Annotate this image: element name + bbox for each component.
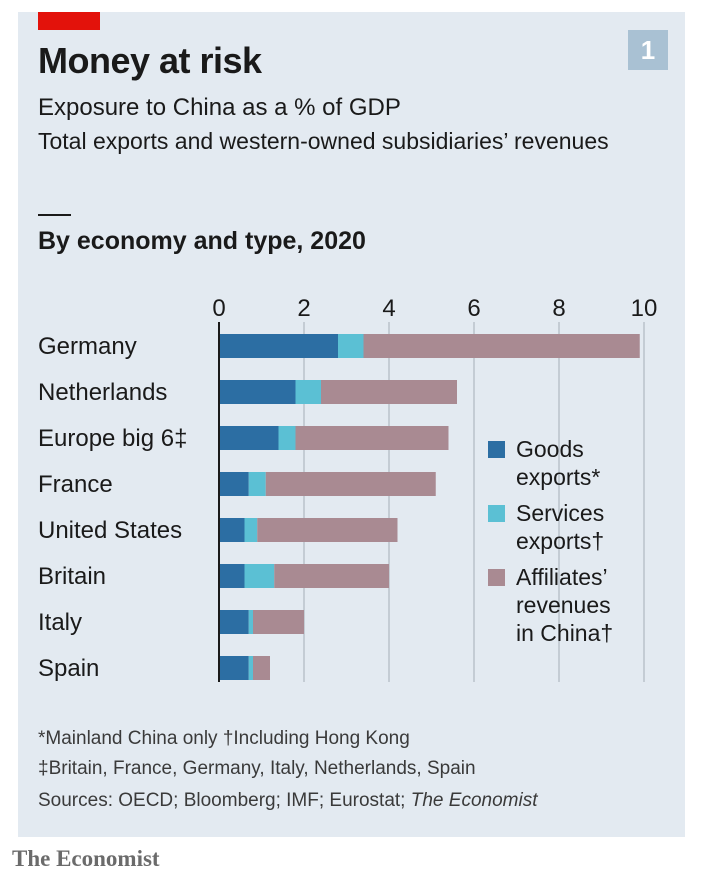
bar-segment: [248, 472, 266, 496]
category-label: Europe big 6‡: [38, 425, 187, 452]
bar-segment: [244, 564, 275, 588]
footnote-1: *Mainland China only †Including Hong Kon…: [38, 728, 410, 749]
bar-segment: [253, 656, 270, 680]
chart-number-badge: 1: [628, 30, 668, 70]
bar-segment: [295, 426, 449, 450]
chart-subtitle-2: Total exports and western-owned subsidia…: [38, 128, 609, 154]
legend-label-affiliates: Affiliates’ revenues in China†: [516, 564, 614, 646]
category-label: Italy: [38, 609, 82, 636]
category-label: Britain: [38, 563, 106, 590]
chart-legend: Goods exports* Services exports† Affilia…: [488, 435, 613, 655]
bar-segment: [274, 564, 389, 588]
economist-wordmark: The Economist: [12, 846, 160, 871]
bar-segment: [244, 518, 258, 542]
x-tick-label-6: 6: [467, 295, 480, 322]
bar-segment: [278, 426, 296, 450]
section-rule: [38, 214, 71, 216]
chart-title: Money at risk: [38, 40, 262, 81]
legend-swatch-goods: [488, 441, 505, 458]
bar-segment: [248, 610, 253, 634]
bar-chart: 0 2 4 6 8 10 Germany Netherlands Europe big 6‡ Fr…: [38, 295, 658, 682]
bar-segment: [219, 656, 249, 680]
x-tick-label-10: 10: [631, 295, 658, 322]
chart-panel: 1 Money at risk Exposure to China as a %…: [18, 12, 685, 837]
legend-label-services: Services exports†: [516, 500, 605, 554]
x-tick-label-0: 0: [212, 295, 225, 322]
sources-text: Sources: OECD; Bloomberg; IMF; Eurostat;: [38, 790, 411, 811]
sources-note: Sources: OECD; Bloomberg; IMF; Eurostat;…: [38, 790, 537, 812]
category-label: United States: [38, 517, 182, 544]
x-tick-label-4: 4: [382, 295, 395, 322]
bar-segment: [219, 380, 296, 404]
bar-segment: [248, 656, 253, 680]
category-label: Germany: [38, 333, 137, 360]
bar-segment: [338, 334, 364, 358]
legend-swatch-services: [488, 505, 505, 522]
legend-item-services: Services exports†: [488, 499, 613, 555]
legend-swatch-affiliates: [488, 569, 505, 586]
category-label: Spain: [38, 655, 99, 682]
legend-label-goods: Goods exports*: [516, 436, 601, 490]
sources-italic: The Economist: [410, 790, 538, 811]
x-tick-label-8: 8: [552, 295, 565, 322]
bar-segment: [219, 472, 249, 496]
red-tag-logo: [38, 12, 100, 30]
bar-segment: [219, 610, 249, 634]
bar-segment: [219, 518, 245, 542]
bar-segment: [253, 610, 304, 634]
bar-segment: [295, 380, 321, 404]
bar-segment: [219, 334, 338, 358]
bar-segment: [321, 380, 457, 404]
category-label: Netherlands: [38, 379, 167, 406]
footnote-2: ‡Britain, France, Germany, Italy, Nether…: [38, 758, 476, 779]
category-label: France: [38, 471, 113, 498]
bar-segment: [219, 426, 279, 450]
section-title: By economy and type, 2020: [38, 227, 366, 255]
x-tick-label-2: 2: [297, 295, 310, 322]
chart-subtitle: Exposure to China as a % of GDP: [38, 94, 401, 121]
bar-segment: [363, 334, 640, 358]
legend-item-affiliates: Affiliates’ revenues in China†: [488, 563, 613, 647]
bar-segment: [257, 518, 398, 542]
legend-item-goods: Goods exports*: [488, 435, 613, 491]
bar-segment: [265, 472, 436, 496]
bar-segment: [219, 564, 245, 588]
